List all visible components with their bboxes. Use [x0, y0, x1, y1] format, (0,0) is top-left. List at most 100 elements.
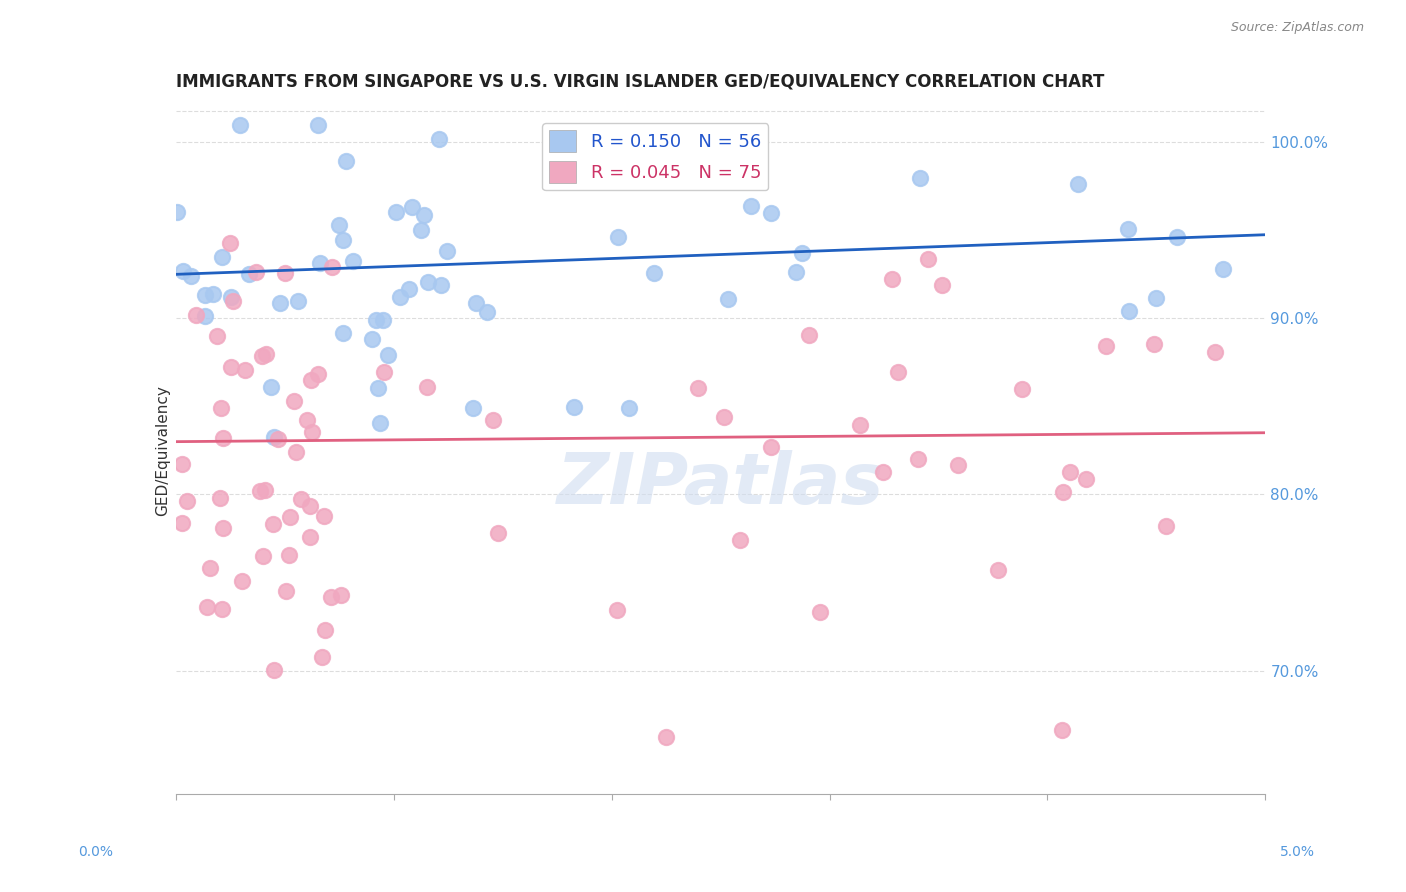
- Point: [263, 663, 285, 677]
- Point: [328, 218, 350, 232]
- Point: [212, 521, 235, 535]
- Point: [207, 329, 229, 343]
- Point: [299, 530, 322, 544]
- Point: [221, 359, 243, 374]
- Point: [219, 235, 242, 250]
- Point: [194, 309, 217, 323]
- Point: [332, 326, 354, 340]
- Point: [416, 380, 439, 394]
- Point: [184, 308, 207, 322]
- Point: [321, 590, 343, 604]
- Point: [785, 265, 807, 279]
- Point: [401, 200, 423, 214]
- Point: [1204, 344, 1226, 359]
- Point: [280, 509, 302, 524]
- Point: [209, 491, 232, 505]
- Point: [222, 294, 245, 309]
- Point: [364, 312, 387, 326]
- Point: [872, 465, 894, 479]
- Point: [1212, 262, 1234, 277]
- Point: [260, 380, 283, 394]
- Point: [195, 599, 218, 614]
- Point: [335, 153, 357, 168]
- Point: [948, 458, 970, 472]
- Point: [717, 292, 740, 306]
- Point: [385, 204, 408, 219]
- Point: [295, 413, 318, 427]
- Point: [233, 363, 256, 377]
- Point: [301, 425, 323, 439]
- Point: [253, 483, 276, 497]
- Point: [377, 348, 399, 362]
- Point: [238, 267, 260, 281]
- Point: [263, 430, 285, 444]
- Point: [413, 208, 436, 222]
- Point: [1154, 518, 1177, 533]
- Point: [1074, 472, 1097, 486]
- Point: [307, 118, 329, 132]
- Point: [482, 413, 505, 427]
- Point: [882, 272, 904, 286]
- Point: [910, 170, 932, 185]
- Point: [309, 256, 332, 270]
- Point: [278, 548, 301, 562]
- Point: [606, 230, 628, 244]
- Point: [461, 401, 484, 416]
- Point: [262, 517, 284, 532]
- Point: [172, 457, 194, 471]
- Y-axis label: GED/Equivalency: GED/Equivalency: [155, 385, 170, 516]
- Point: [312, 508, 335, 523]
- Point: [172, 264, 194, 278]
- Point: [267, 432, 290, 446]
- Point: [917, 252, 939, 266]
- Point: [740, 199, 762, 213]
- Point: [464, 296, 486, 310]
- Point: [797, 327, 820, 342]
- Point: [330, 588, 353, 602]
- Point: [1118, 303, 1140, 318]
- Point: [436, 244, 458, 259]
- Text: 5.0%: 5.0%: [1279, 846, 1315, 859]
- Point: [249, 483, 271, 498]
- Point: [416, 275, 439, 289]
- Point: [219, 290, 242, 304]
- Point: [231, 574, 253, 589]
- Point: [477, 305, 499, 319]
- Point: [713, 409, 735, 424]
- Point: [728, 533, 751, 548]
- Point: [229, 118, 252, 132]
- Point: [759, 206, 782, 220]
- Point: [1067, 177, 1090, 191]
- Point: [342, 253, 364, 268]
- Point: [849, 417, 872, 432]
- Point: [1095, 339, 1118, 353]
- Point: [194, 288, 217, 302]
- Point: [1116, 221, 1139, 235]
- Point: [987, 563, 1010, 577]
- Point: [654, 730, 676, 744]
- Point: [299, 499, 322, 513]
- Point: [361, 332, 384, 346]
- Point: [209, 401, 232, 415]
- Point: [790, 246, 813, 260]
- Point: [283, 394, 305, 409]
- Point: [371, 313, 394, 327]
- Point: [686, 381, 709, 395]
- Point: [250, 349, 273, 363]
- Point: [176, 494, 198, 508]
- Point: [254, 346, 277, 360]
- Point: [430, 277, 453, 292]
- Point: [398, 282, 420, 296]
- Point: [299, 373, 322, 387]
- Point: [759, 440, 782, 454]
- Point: [290, 492, 312, 507]
- Point: [643, 266, 665, 280]
- Point: [269, 295, 291, 310]
- Point: [170, 516, 193, 530]
- Point: [202, 286, 225, 301]
- Point: [307, 368, 329, 382]
- Point: [1050, 723, 1073, 738]
- Point: [314, 624, 336, 638]
- Point: [606, 602, 628, 616]
- Point: [274, 584, 297, 599]
